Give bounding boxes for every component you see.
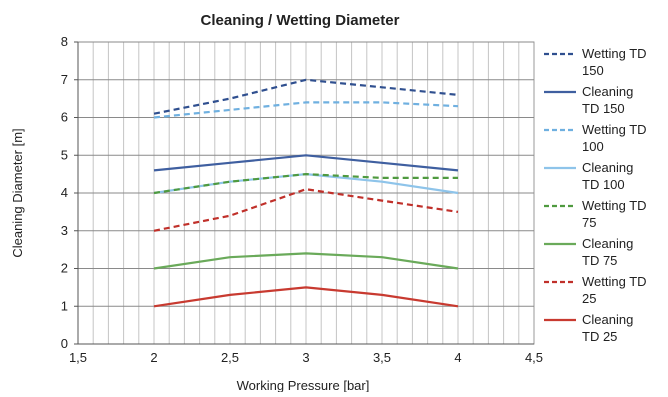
legend-entry: Wetting TD 25 xyxy=(544,274,647,306)
series-group xyxy=(153,78,459,308)
legend-label: Wetting TD 75 xyxy=(582,198,647,230)
y-tick-label: 3 xyxy=(61,223,68,238)
y-axis-title: Cleaning Diameter [m] xyxy=(10,128,25,257)
legend-entry: Wetting TD 150 xyxy=(544,46,647,78)
series-line xyxy=(153,286,459,308)
y-tick-label: 1 xyxy=(61,298,68,313)
series-line xyxy=(153,252,459,270)
chart-title: Cleaning / Wetting Diameter xyxy=(201,12,400,29)
series-line xyxy=(153,173,458,195)
legend-label: Wetting TD 100 xyxy=(582,122,647,154)
x-tick-label: 3 xyxy=(302,350,309,365)
legend-label: Cleaning TD 75 xyxy=(582,236,633,268)
legend-label: Cleaning TD 25 xyxy=(582,312,633,344)
x-tick-label: 2,5 xyxy=(221,350,239,365)
legend-label: Wetting TD 150 xyxy=(582,46,647,78)
series-line xyxy=(153,101,459,119)
x-tick-label: 1,5 xyxy=(69,350,87,365)
legend: Wetting TD 150 Cleaning TD 150 Wetting TD 100… xyxy=(544,46,647,344)
axes: 1,5 2 2,5 3 3,5 4 4,5 0 1 2 3 4 5 6 7 8 xyxy=(61,34,543,365)
y-tick-label: 7 xyxy=(61,72,68,87)
x-tick-label: 4 xyxy=(454,350,461,365)
x-axis-title: Working Pressure [bar] xyxy=(237,378,370,392)
legend-entry: Cleaning TD 75 xyxy=(544,236,633,268)
legend-entry: Wetting TD 100 xyxy=(544,122,647,154)
legend-label: Cleaning TD 150 xyxy=(582,84,633,116)
legend-label: Wetting TD 25 xyxy=(582,274,647,306)
legend-entry: Cleaning TD 100 xyxy=(544,160,633,192)
x-tick-label: 2 xyxy=(150,350,157,365)
series-line xyxy=(153,154,459,172)
y-tick-label: 6 xyxy=(61,110,68,125)
legend-entry: Wetting TD 75 xyxy=(544,198,647,230)
legend-entry: Cleaning TD 25 xyxy=(544,312,633,344)
legend-entry: Cleaning TD 150 xyxy=(544,84,633,116)
legend-label: Cleaning TD 100 xyxy=(582,160,633,192)
series-line xyxy=(153,78,459,115)
y-tick-label: 8 xyxy=(61,34,68,49)
x-tick-label: 3,5 xyxy=(373,350,391,365)
x-tick-label: 4,5 xyxy=(525,350,543,365)
grid xyxy=(77,41,535,345)
y-tick-label: 2 xyxy=(61,261,68,276)
y-tick-label: 5 xyxy=(61,147,68,162)
y-tick-label: 4 xyxy=(61,185,68,200)
series-line xyxy=(153,188,459,232)
y-tick-label: 0 xyxy=(61,336,68,351)
